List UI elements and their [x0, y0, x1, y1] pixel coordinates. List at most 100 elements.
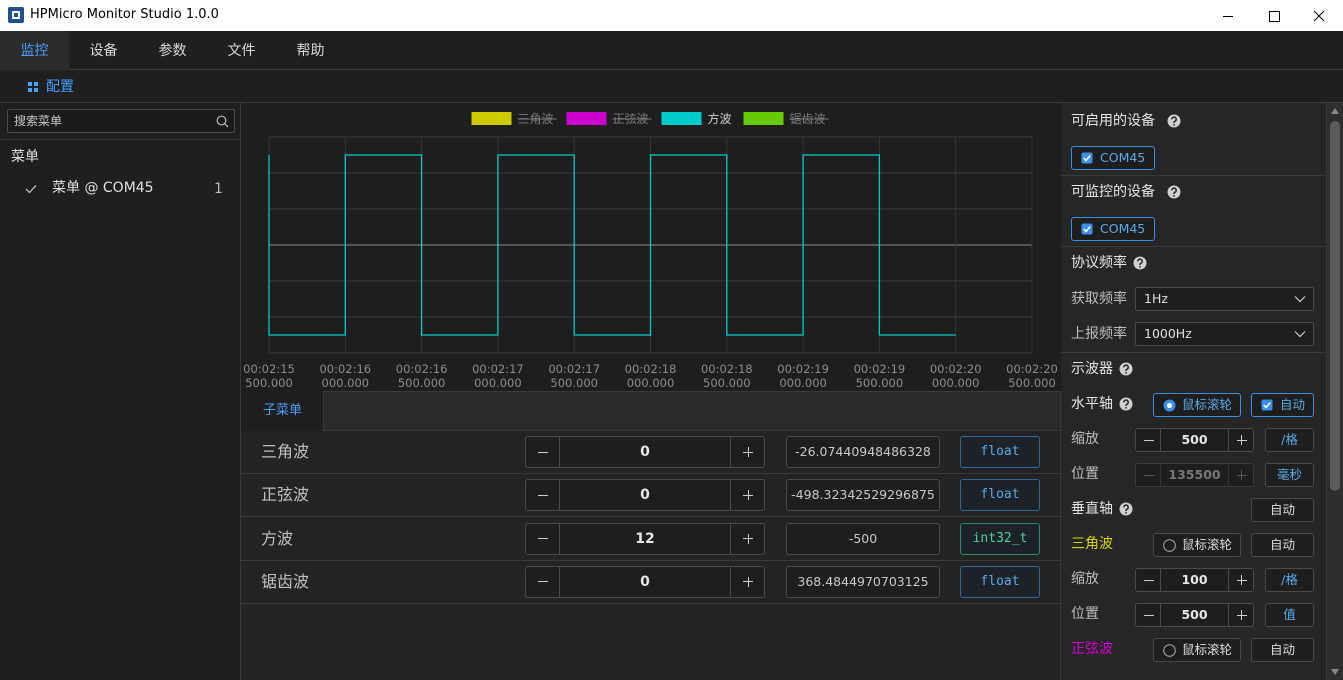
radio-icon	[1163, 539, 1176, 552]
stepper-value[interactable]: 500	[1181, 607, 1208, 622]
checkbox-button[interactable]: COM45	[1071, 217, 1155, 241]
type-button[interactable]: float	[960, 436, 1040, 468]
type-label: float	[980, 573, 1020, 589]
auto-button[interactable]: 自动	[1251, 638, 1314, 662]
chart: 三角波 正弦波 方波 锯齿波	[268, 111, 1033, 354]
help-icon[interactable]	[1167, 185, 1181, 199]
type-button[interactable]: float	[960, 565, 1040, 598]
stepper-value[interactable]: 0	[640, 444, 650, 460]
icon-bar	[1241, 610, 1242, 620]
plus-button[interactable]	[730, 480, 764, 511]
settings-panel: 可启用的设备 COM45 可监控的设备 COM45 协议频率 获取频率 1Hz 上报频率 100…	[1061, 103, 1343, 680]
divider	[1061, 246, 1326, 247]
minus-button[interactable]	[1136, 569, 1161, 591]
radio-label: 鼠标滚轮	[1182, 397, 1233, 412]
menu-tab-label: 帮助	[296, 43, 325, 59]
maximize-button[interactable]	[1266, 8, 1282, 24]
search-box[interactable]: 搜索菜单	[7, 109, 235, 133]
icon-shape	[14, 13, 18, 17]
icon-shape	[34, 88, 38, 92]
close-button[interactable]	[1311, 8, 1327, 24]
minus-button[interactable]	[526, 566, 560, 597]
menu-item[interactable]: 菜单 @ COM45 1	[0, 176, 240, 202]
minimize-button-svg	[1223, 16, 1233, 17]
icon-shape	[1171, 116, 1177, 123]
scrollbar[interactable]	[1326, 103, 1343, 680]
plus-button[interactable]	[730, 523, 764, 554]
auto-button[interactable]: 自动	[1251, 498, 1314, 522]
plus-button[interactable]	[1228, 604, 1253, 626]
sub-tab[interactable]: 子菜单	[241, 391, 324, 431]
type-button[interactable]: float	[960, 479, 1040, 512]
help-icon[interactable]	[1119, 397, 1133, 411]
plus-button[interactable]	[730, 566, 764, 597]
checkbox-button[interactable]: COM45	[1071, 146, 1155, 170]
stepper-value[interactable]: 12	[635, 530, 655, 547]
legend-swatch[interactable]	[471, 112, 512, 125]
scrollbar-thumb[interactable]	[1330, 121, 1340, 491]
dropdown-chevron	[1294, 295, 1306, 303]
menu-tab[interactable]: 设备	[69, 31, 138, 70]
minus-button[interactable]	[1136, 429, 1161, 451]
dropdown[interactable]: 1Hz	[1135, 287, 1314, 311]
dropdown-value: 1Hz	[1144, 291, 1168, 306]
checkbox-button[interactable]: 自动	[1251, 393, 1314, 417]
radio-button[interactable]: 鼠标滚轮	[1153, 638, 1241, 662]
minus-button[interactable]	[526, 437, 560, 467]
legend-label[interactable]: 方波	[708, 111, 732, 126]
stepper-value[interactable]: 0	[640, 573, 650, 590]
legend-swatch[interactable]	[661, 112, 702, 125]
menu-tab[interactable]: 参数	[138, 31, 207, 70]
minus-button[interactable]	[526, 523, 560, 554]
scale-stepper: 100	[1135, 568, 1254, 592]
auto-button[interactable]: 自动	[1251, 533, 1314, 557]
help-icon[interactable]	[1119, 362, 1133, 376]
stepper-value[interactable]: 100	[1181, 572, 1208, 587]
unit-button[interactable]: /格	[1265, 428, 1314, 452]
minus-button[interactable]	[526, 480, 560, 511]
menu-tab[interactable]: 文件	[207, 31, 276, 70]
radio-button[interactable]: 鼠标滚轮	[1153, 393, 1241, 417]
plus-button[interactable]	[730, 437, 764, 467]
icon-bar	[747, 576, 749, 587]
stepper-value: 135500	[1168, 467, 1221, 482]
field-label: 获取频率	[1071, 291, 1127, 307]
menu-tab[interactable]: 监控	[0, 31, 69, 70]
section-title: 垂直轴	[1071, 501, 1113, 517]
help-icon[interactable]	[1133, 256, 1147, 270]
legend-swatch[interactable]	[743, 112, 784, 125]
menu-section: 菜单	[11, 149, 39, 165]
dropdown[interactable]: 1000Hz	[1135, 322, 1314, 346]
section-title: 正弦波	[1071, 641, 1113, 657]
help-icon[interactable]	[1119, 502, 1133, 516]
radio-button[interactable]: 鼠标滚轮	[1153, 533, 1241, 557]
plus-button[interactable]	[1228, 429, 1253, 451]
icon-shape	[1173, 195, 1175, 197]
icon-bar	[1241, 470, 1242, 480]
reading-box: -26.07440948486328	[786, 436, 940, 468]
value-stepper: 0	[525, 479, 765, 512]
minimize-button[interactable]	[1220, 8, 1236, 24]
unit-button[interactable]: 值	[1265, 603, 1314, 627]
unit-button[interactable]: 毫秒	[1265, 463, 1314, 487]
config-icon-svg	[28, 82, 38, 92]
minus-button[interactable]	[1136, 604, 1161, 626]
series-line	[268, 154, 956, 336]
help-icon[interactable]	[1167, 114, 1181, 128]
config-button[interactable]: 配置	[24, 76, 84, 98]
stepper-value[interactable]: 0	[640, 487, 650, 504]
help-icon-svg	[1167, 185, 1181, 199]
app-icon-svg	[8, 7, 24, 23]
menu-tab[interactable]: 帮助	[276, 31, 345, 70]
icon-shape	[1123, 399, 1129, 406]
checkbox-icon-svg	[1261, 399, 1273, 411]
legend-swatch[interactable]	[566, 112, 607, 125]
type-button[interactable]: int32_t	[960, 522, 1040, 555]
scroll-down[interactable]	[1330, 668, 1340, 676]
scroll-up[interactable]	[1330, 107, 1340, 115]
stepper-value[interactable]: 500	[1181, 432, 1208, 447]
unit-button[interactable]: /格	[1265, 568, 1314, 592]
icon-shape	[1261, 399, 1273, 411]
plus-button[interactable]	[1228, 569, 1253, 591]
icon-shape	[1081, 152, 1093, 164]
